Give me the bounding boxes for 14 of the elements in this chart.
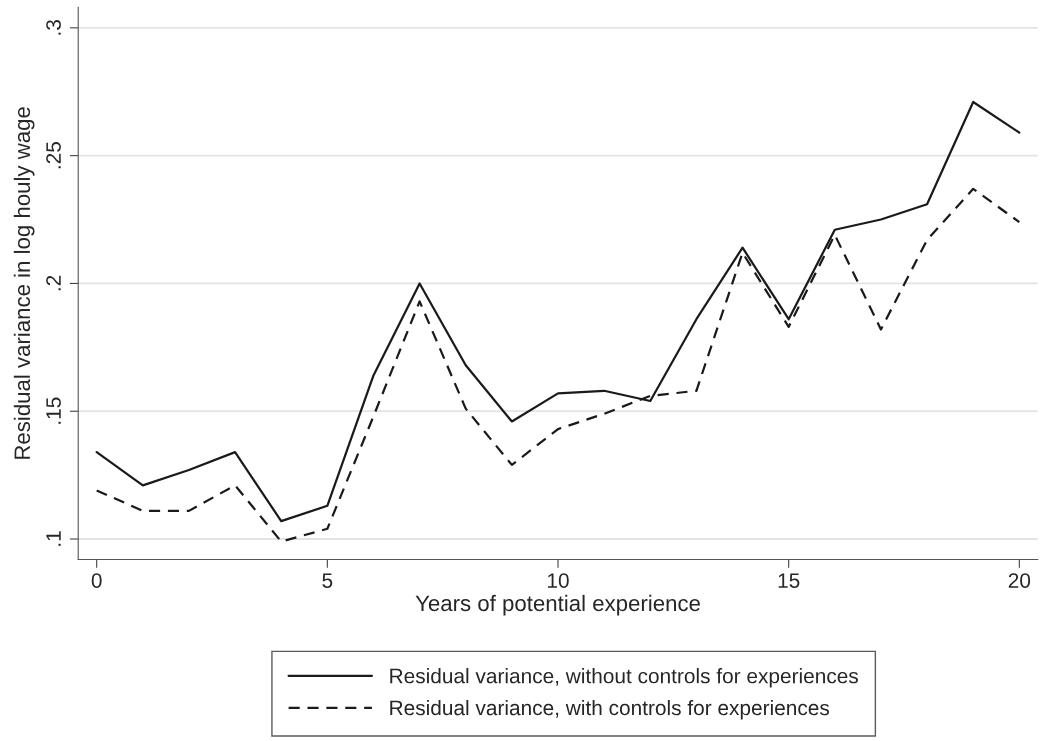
x-tick-label: 15 xyxy=(778,573,800,588)
x-tick-label: 0 xyxy=(91,573,102,588)
y-axis-title: Residual variance in log houly wage xyxy=(13,107,35,459)
y-tick-label: .3 xyxy=(46,20,61,35)
x-tick-label: 10 xyxy=(548,573,569,588)
legend-label: Residual variance, with controls for experiences xyxy=(390,699,830,720)
y-tick-label: .15 xyxy=(46,397,61,424)
y-tick-label: .1 xyxy=(46,531,61,546)
y-tick-label: .25 xyxy=(46,142,61,169)
x-axis-title: Years of potential experience xyxy=(415,594,700,616)
x-tick-label: 20 xyxy=(1008,573,1031,588)
legend-label: Residual variance, without controls for experiences xyxy=(390,668,858,688)
y-tick-label: .2 xyxy=(46,275,61,291)
x-tick-label: 5 xyxy=(322,573,333,588)
